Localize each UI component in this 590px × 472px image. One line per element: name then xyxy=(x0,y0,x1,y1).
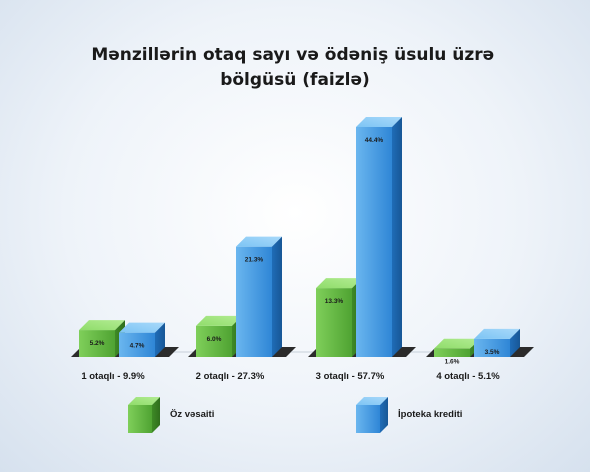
chart-bars: 5.2% 6.0% 13.3% 1.6% 4.7% 21.3% 44.4% 3.5% xyxy=(79,117,520,366)
bar-front xyxy=(474,338,510,357)
legend-swatch-top xyxy=(356,397,388,405)
legend-label: İpoteka krediti xyxy=(398,409,462,420)
bar-front xyxy=(119,332,155,357)
legend-swatch-top xyxy=(128,397,160,405)
bar-oz-vesaiti-1: 5.2% xyxy=(79,320,125,357)
bar-top xyxy=(119,322,165,333)
bar-front xyxy=(236,246,272,357)
chart-title-line-2: bölgüsü (faizlə) xyxy=(220,70,370,90)
category-label: 3 otaqlı - 57.7% xyxy=(316,371,385,382)
category-label: 1 otaqlı - 9.9% xyxy=(81,371,145,382)
bar-side xyxy=(155,322,165,357)
category-labels: 1 otaqlı - 9.9% 2 otaqlı - 27.3% 3 otaqlı … xyxy=(81,371,500,382)
legend-swatch-side xyxy=(152,397,160,433)
bar-ipoteka-2: 21.3% xyxy=(236,236,282,357)
data-label: 1.6% xyxy=(445,359,460,366)
bar-front xyxy=(196,325,232,357)
data-label: 13.3% xyxy=(325,298,344,305)
bar-side xyxy=(272,236,282,357)
bar-front xyxy=(434,348,470,357)
category-label: 4 otaqlı - 5.1% xyxy=(436,371,500,382)
legend-item-oz-vesaiti: Öz vəsaiti xyxy=(128,397,214,433)
data-label: 4.7% xyxy=(130,343,145,350)
data-label: 21.3% xyxy=(245,257,264,264)
bar-top xyxy=(474,328,520,339)
bar-oz-vesaiti-4: 1.6% xyxy=(434,338,480,366)
chart-title-line-1: Mənzillərin otaq sayı və ödəniş üsulu üz… xyxy=(91,45,494,65)
legend-swatch xyxy=(128,405,152,433)
category-label: 2 otaqlı - 27.3% xyxy=(196,371,265,382)
data-label: 6.0% xyxy=(207,336,222,343)
bar-oz-vesaiti-2: 6.0% xyxy=(196,315,242,357)
bar-top xyxy=(196,315,242,326)
bar-side xyxy=(510,328,520,357)
bar-top xyxy=(79,320,125,331)
bar-ipoteka-1: 4.7% xyxy=(119,322,165,357)
bar-top xyxy=(236,236,282,247)
bar-oz-vesaiti-3: 13.3% xyxy=(316,278,362,357)
bar-top xyxy=(316,278,362,289)
legend-swatch xyxy=(356,405,380,433)
bar-side xyxy=(392,117,402,357)
data-label: 44.4% xyxy=(365,137,384,144)
data-label: 3.5% xyxy=(485,349,500,356)
bar-ipoteka-3: 44.4% xyxy=(356,117,402,357)
bar-top xyxy=(434,338,480,349)
bar-ipoteka-4: 3.5% xyxy=(474,328,520,357)
legend-swatch-side xyxy=(380,397,388,433)
data-label: 5.2% xyxy=(90,340,105,347)
legend-label: Öz vəsaiti xyxy=(170,409,214,420)
bar-front xyxy=(316,288,352,357)
chart-title: Mənzillərin otaq sayı və ödəniş üsulu üz… xyxy=(91,45,498,90)
bar-top xyxy=(356,117,402,127)
bar-front xyxy=(356,127,392,357)
bar-front xyxy=(79,330,115,357)
chart-legend: Öz vəsaiti İpoteka krediti xyxy=(128,397,462,433)
legend-item-ipoteka: İpoteka krediti xyxy=(356,397,462,433)
